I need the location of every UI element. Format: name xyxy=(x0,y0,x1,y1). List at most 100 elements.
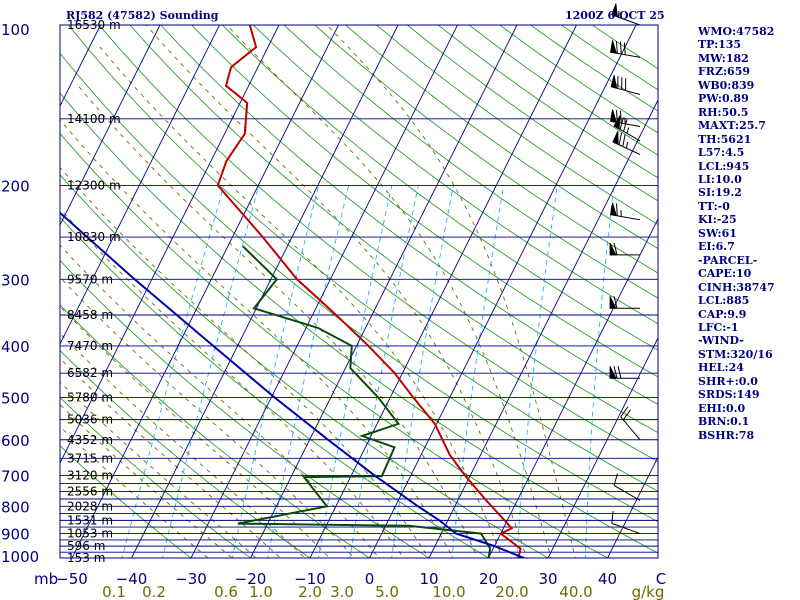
dry-adiabat-line xyxy=(60,216,490,558)
pressure-tick-label: 400 xyxy=(1,338,30,356)
temperature-tick-label: −40 xyxy=(116,570,148,588)
wind-barb xyxy=(612,130,641,155)
temperature-tick-label: 40 xyxy=(598,570,617,588)
index-line: WB0:839 xyxy=(698,78,755,92)
dry-adiabat-line xyxy=(345,25,658,250)
isotherm-line xyxy=(60,25,161,227)
index-line: -WIND- xyxy=(698,334,744,348)
index-line: HEL:24 xyxy=(698,361,744,375)
moist-adiabat-line xyxy=(99,46,503,558)
wind-barb xyxy=(609,109,641,127)
height-label: 7470 m xyxy=(67,339,113,353)
pressure-tick-label: 1000 xyxy=(1,548,39,566)
sounding-time: 1200Z 6 OCT 25 xyxy=(565,9,665,22)
pressure-tick-label: 300 xyxy=(1,271,30,289)
isotherm-line xyxy=(71,25,340,558)
pressure-tick-label: 100 xyxy=(1,21,30,39)
indices-panel: WMO:47582 TP:135 MW:182 FRZ:659 WB0:839 PW:0.… xyxy=(698,25,775,442)
dry-adiabat-line xyxy=(129,25,658,434)
moist-adiabat-line xyxy=(226,25,552,558)
mixing-ratio-tick-label: 1.0 xyxy=(249,583,273,600)
height-label: 12300 m xyxy=(67,178,121,192)
index-line: TH:5621 xyxy=(698,132,752,146)
mixing-ratio-line xyxy=(451,185,505,558)
height-label: 6582 m xyxy=(67,366,113,380)
pressure-tick-label: 600 xyxy=(1,432,30,450)
pressure-tick-label: 700 xyxy=(1,467,30,485)
index-line: KI:-25 xyxy=(698,213,737,227)
index-line: TP:135 xyxy=(698,38,742,52)
height-label: 3120 m xyxy=(67,468,113,482)
moist-adiabat-line xyxy=(145,25,528,558)
parcel-profile-line xyxy=(60,211,525,558)
index-line: LCL:945 xyxy=(698,159,750,173)
moist-adiabat-line xyxy=(60,208,405,558)
dry-adiabat-line xyxy=(60,445,192,558)
index-line: SRDS:149 xyxy=(698,388,760,402)
temperature-tick-label: −50 xyxy=(56,570,88,588)
dry-adiabat-line xyxy=(60,52,658,523)
mixing-ratio-tick-label: 20.0 xyxy=(495,583,528,600)
temperature-profile-line xyxy=(216,25,522,558)
height-label: 4352 m xyxy=(67,433,113,447)
index-line: EI:6.7 xyxy=(698,240,735,254)
dry-adiabat-line xyxy=(60,304,371,558)
mixing-ratio-line xyxy=(317,185,393,558)
index-line: MAXT:25.7 xyxy=(698,119,766,133)
index-line: LFC:-1 xyxy=(698,320,739,334)
isotherm-line xyxy=(547,336,658,558)
pressure-tick-label: 900 xyxy=(1,526,30,544)
temperature-tick-label: −20 xyxy=(235,570,267,588)
dry-adiabat-line xyxy=(283,25,658,299)
moist-adiabat-line xyxy=(60,305,331,558)
height-label: 5036 m xyxy=(67,413,113,427)
dry-adiabat-line xyxy=(191,25,658,378)
index-line: -PARCEL- xyxy=(698,253,758,267)
index-line: SI:19.2 xyxy=(698,186,742,200)
moist-adiabat-line xyxy=(60,166,429,558)
wind-barb xyxy=(609,366,640,379)
pressure-tick-label: 800 xyxy=(1,498,30,516)
isotherm-line xyxy=(130,25,399,558)
temperature-tick-label: 10 xyxy=(419,570,438,588)
wind-barb xyxy=(620,406,641,441)
isotherm-line xyxy=(487,217,658,558)
index-line: PW:0.89 xyxy=(698,92,749,106)
wind-barbs xyxy=(609,3,641,535)
index-line: LI:10.0 xyxy=(698,172,742,186)
dry-adiabat-line xyxy=(67,25,658,492)
wind-barb xyxy=(611,3,641,26)
dry-adiabat-line xyxy=(160,25,658,405)
height-label: 153 m xyxy=(67,551,105,565)
isotherm-line xyxy=(309,25,578,558)
index-line: FRZ:659 xyxy=(698,65,751,79)
wind-barb xyxy=(609,296,640,309)
mixing-ratio-line xyxy=(516,185,558,558)
wind-barb xyxy=(609,242,640,256)
index-line: SW:61 xyxy=(698,226,737,240)
wind-barb xyxy=(609,202,641,221)
index-line: L57:4.5 xyxy=(698,146,745,160)
mixing-ratio-tick-label: 3.0 xyxy=(330,583,354,600)
height-label: 1053 m xyxy=(67,527,113,541)
isotherm-line xyxy=(60,25,221,346)
mixing-ratio-tick-label: 40.0 xyxy=(559,583,592,600)
sounding-profiles xyxy=(60,25,525,558)
isotherm-line xyxy=(368,25,637,558)
dry-adiabat-line xyxy=(60,396,252,558)
dry-adiabat-line xyxy=(60,132,609,558)
moist-adiabat-line xyxy=(60,276,355,558)
pressure-tick-label: 200 xyxy=(1,177,30,195)
dry-adiabat-line xyxy=(252,25,658,325)
mixing-ratio-line xyxy=(391,185,454,558)
index-line: SHR+:0.0 xyxy=(698,374,758,388)
mixing-ratio-tick-label: 5.0 xyxy=(375,583,399,600)
temperature-tick-label: 20 xyxy=(479,570,498,588)
isotherm-line xyxy=(606,455,658,558)
moist-adiabat-line xyxy=(60,381,257,558)
wind-barb xyxy=(611,510,641,535)
dry-adiabat-line xyxy=(60,349,311,558)
isotherm-line xyxy=(428,98,658,558)
